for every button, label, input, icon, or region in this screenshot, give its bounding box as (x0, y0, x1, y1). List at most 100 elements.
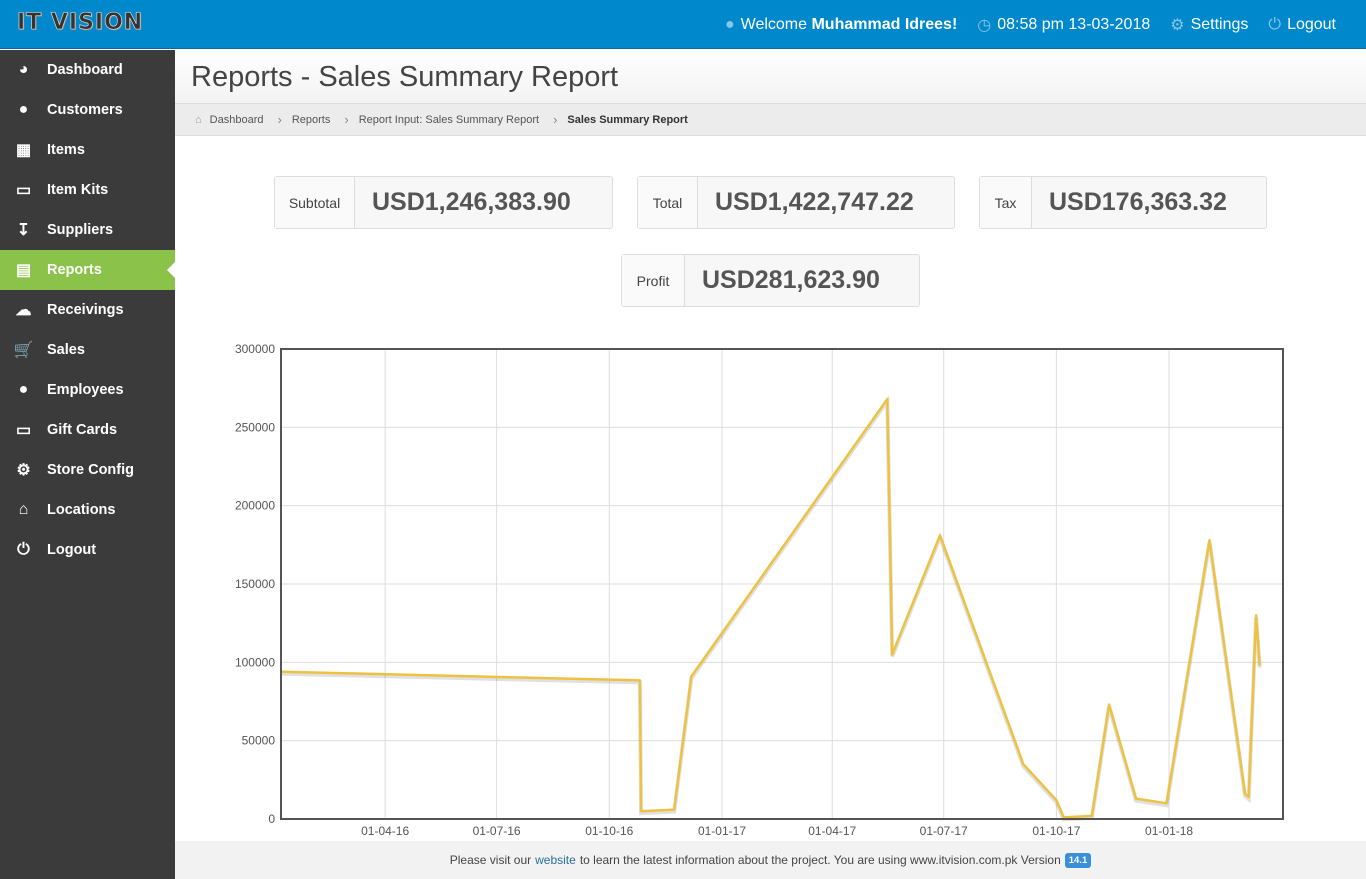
x-tick-label: 01-01-17 (698, 824, 746, 838)
download-icon: ↧ (16, 222, 31, 239)
y-tick-label: 300000 (235, 342, 275, 356)
x-tick-label: 01-01-18 (1145, 824, 1193, 838)
sidebar-item-label: Item Kits (47, 182, 109, 198)
stat-value: USD1,246,383.90 (372, 188, 571, 216)
footer-text-2: to learn the latest information about th… (579, 853, 1061, 867)
stat-label: Tax (980, 177, 1032, 228)
power-icon: ⏻ (17, 541, 30, 558)
y-tick-label: 100000 (235, 655, 275, 669)
stat-label: Total (638, 177, 698, 228)
x-tick-label: 01-10-16 (585, 824, 633, 838)
user-icon: ● (18, 381, 29, 398)
footer-text: Please visit our (449, 853, 532, 867)
sidebar-item-item-kits[interactable]: ▭ Item Kits (0, 170, 175, 210)
y-tick-label: 0 (268, 812, 275, 826)
profit-stat: Profit USD281,623.90 (621, 254, 920, 307)
sidebar-item-label: Employees (47, 382, 124, 398)
stat-label: Profit (622, 255, 685, 306)
cart-icon: 🛒 (13, 342, 34, 359)
chevron-right-icon: › (344, 112, 349, 127)
tax-stat: Tax USD176,363.32 (979, 176, 1267, 229)
gear-icon: ⚙ (1170, 17, 1185, 34)
website-link[interactable]: website (535, 853, 576, 867)
breadcrumb: ⌂ Dashboard › Reports › Report Input: Sale… (175, 103, 1366, 136)
footer: Please visit our website to learn the la… (175, 841, 1366, 879)
stat-value: USD281,623.90 (702, 266, 880, 294)
breadcrumb-current: Sales Summary Report (567, 113, 688, 126)
sidebar: ◕ Dashboard ● Customers ▦ Items ▭ Item Kits ↧ Sup… (0, 50, 175, 879)
power-icon: ⏻ (1268, 16, 1282, 33)
welcome-label: Welcome (740, 16, 808, 33)
top-header: IT VISION ● Welcome Muhammad Idrees! ◷ 08:… (0, 0, 1366, 49)
total-stat: Total USD1,422,747.22 (637, 176, 955, 229)
sidebar-item-employees[interactable]: ● Employees (0, 370, 175, 410)
logout-link[interactable]: ⏻ Logout (1268, 16, 1336, 34)
sidebar-item-suppliers[interactable]: ↧ Suppliers (0, 210, 175, 250)
bar-chart-icon: ▤ (15, 262, 32, 279)
sidebar-item-label: Items (47, 142, 85, 158)
users-icon: ● (18, 101, 29, 118)
cloud-download-icon: ☁ (15, 302, 32, 319)
x-tick-label: 01-04-16 (361, 824, 409, 838)
sidebar-item-label: Suppliers (47, 222, 114, 238)
clock-icon: ◷ (977, 17, 992, 34)
sidebar-item-label: Receivings (47, 302, 124, 318)
sidebar-item-dashboard[interactable]: ◕ Dashboard (0, 50, 175, 90)
subtotal-stat: Subtotal USD1,246,383.90 (274, 176, 613, 229)
sidebar-item-label: Dashboard (47, 62, 123, 78)
chevron-right-icon: › (277, 112, 282, 127)
chevron-right-icon: › (553, 112, 558, 127)
y-tick-label: 250000 (235, 420, 275, 434)
sidebar-item-reports[interactable]: ▤ Reports (0, 250, 175, 290)
settings-label: Settings (1190, 16, 1249, 33)
x-tick-label: 01-04-17 (808, 824, 856, 838)
stat-value: USD176,363.32 (1049, 188, 1227, 216)
inbox-icon: ▭ (15, 182, 32, 199)
credit-card-icon: ▭ (15, 422, 32, 439)
sidebar-item-label: Reports (47, 262, 102, 278)
settings-link[interactable]: ⚙ Settings (1170, 15, 1248, 35)
logout-label: Logout (1287, 16, 1336, 33)
sidebar-item-label: Sales (47, 342, 85, 358)
sidebar-item-label: Locations (47, 502, 116, 518)
title-bar: Reports - Sales Summary Report (175, 50, 1366, 103)
sidebar-item-store-config[interactable]: ⚙ Store Config (0, 450, 175, 490)
sidebar-item-logout[interactable]: ⏻ Logout (0, 530, 175, 570)
stat-value: USD1,422,747.22 (715, 188, 914, 216)
series-line (280, 397, 1261, 819)
breadcrumb-report-input[interactable]: Report Input: Sales Summary Report (358, 113, 540, 126)
x-tick-label: 01-07-17 (920, 824, 968, 838)
sidebar-item-receivings[interactable]: ☁ Receivings (0, 290, 175, 330)
sales-chart: 0 50000 100000 150000 200000 250000 300000 01-0… (235, 342, 1284, 838)
sidebar-item-customers[interactable]: ● Customers (0, 90, 175, 130)
dashboard-icon: ◕ (18, 61, 29, 78)
sidebar-item-label: Store Config (47, 462, 134, 478)
logo[interactable]: IT VISION (17, 10, 144, 36)
sidebar-item-label: Gift Cards (47, 422, 118, 438)
version-badge: 14.1 (1064, 852, 1092, 868)
home-icon: ⌂ (195, 113, 202, 126)
datetime-text: 08:58 pm 13-03-2018 (997, 16, 1151, 33)
x-tick-label: 01-10-17 (1032, 824, 1080, 838)
sidebar-item-label: Logout (47, 542, 97, 558)
sidebar-item-locations[interactable]: ⌂ Locations (0, 490, 175, 530)
gears-icon: ⚙ (16, 462, 31, 479)
sidebar-item-gift-cards[interactable]: ▭ Gift Cards (0, 410, 175, 450)
sidebar-item-sales[interactable]: 🛒 Sales (0, 330, 175, 370)
series-shadow (280, 394, 1262, 822)
sidebar-item-items[interactable]: ▦ Items (0, 130, 175, 170)
user-icon: ● (724, 16, 735, 33)
plot-border (280, 348, 1284, 820)
breadcrumb-dashboard[interactable]: Dashboard (209, 113, 264, 126)
sidebar-item-label: Customers (47, 102, 123, 118)
home-icon: ⌂ (18, 501, 29, 518)
page-title: Reports - Sales Summary Report (191, 61, 619, 93)
y-tick-label: 200000 (235, 499, 275, 513)
datetime: ◷ 08:58 pm 13-03-2018 (977, 15, 1150, 35)
table-icon: ▦ (15, 142, 32, 159)
y-tick-label: 50000 (242, 734, 276, 748)
stat-label: Subtotal (275, 177, 355, 228)
breadcrumb-reports[interactable]: Reports (291, 113, 331, 126)
welcome-user: ● Welcome Muhammad Idrees! (725, 16, 957, 34)
x-tick-label: 01-07-16 (473, 824, 521, 838)
